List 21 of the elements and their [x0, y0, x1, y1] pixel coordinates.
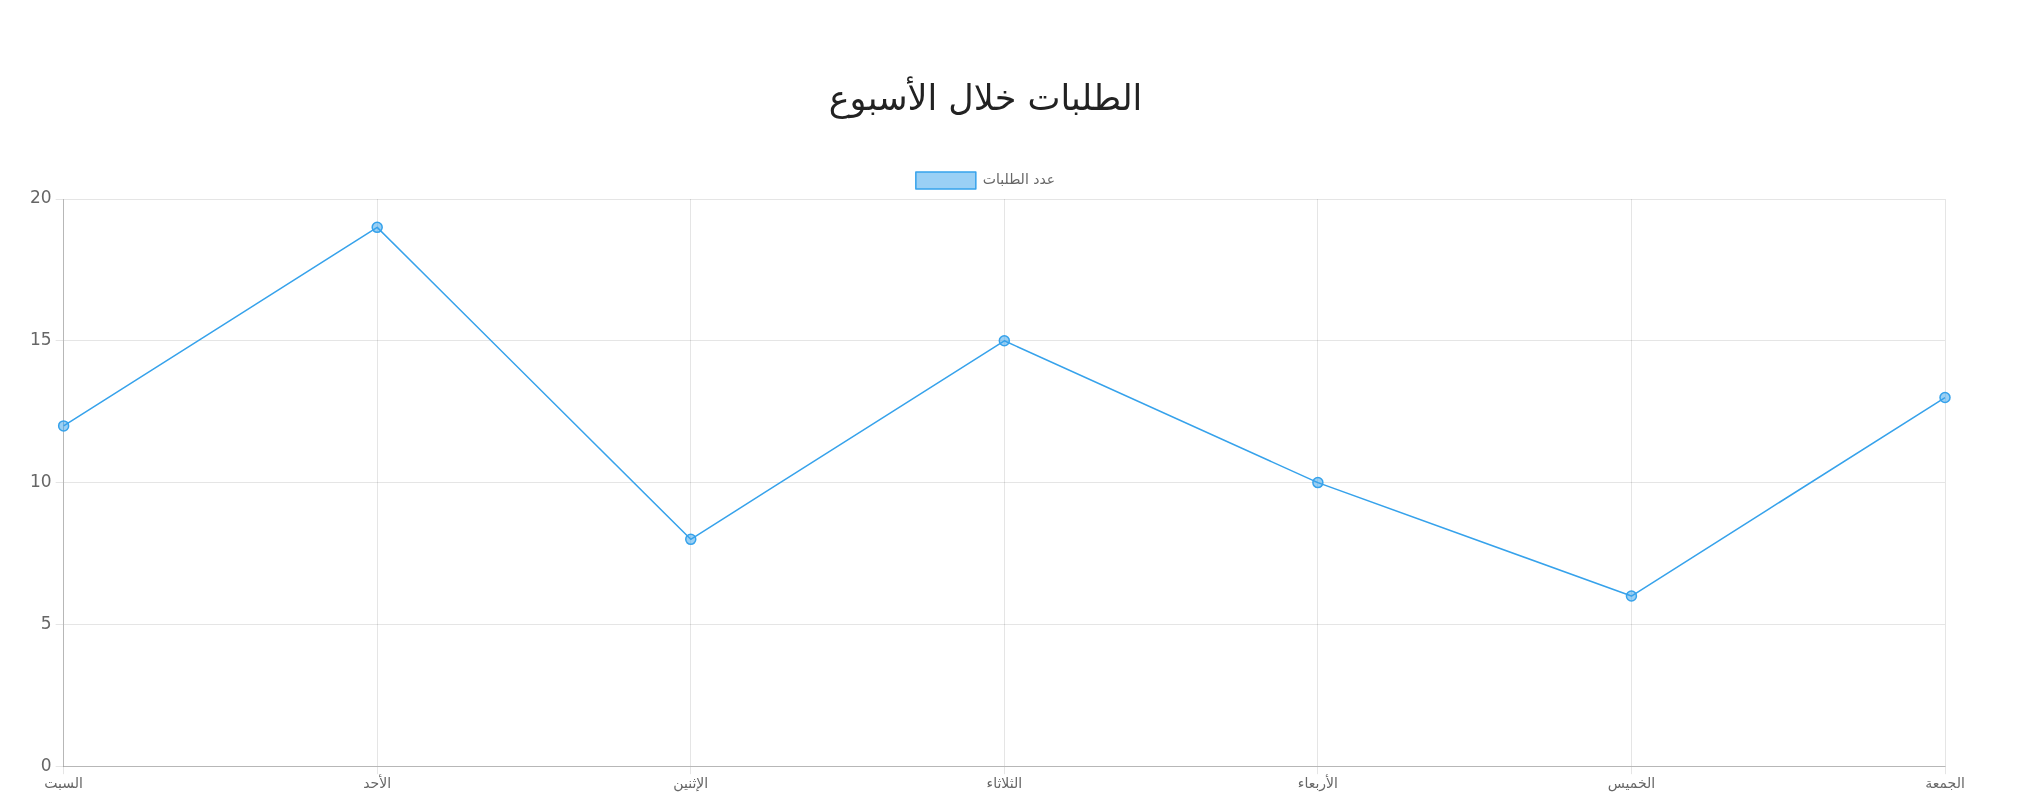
x-tick-label: الأربعاء: [1297, 774, 1338, 793]
y-tick-label: 15: [29, 329, 52, 350]
chart-title: الطلبات خلال الأسبوع: [828, 76, 1143, 120]
point: [1625, 590, 1638, 602]
x-tick-label: السبت: [44, 775, 83, 792]
point: [371, 221, 383, 234]
point: [57, 420, 70, 432]
legend-label: عدد الطلبات: [982, 171, 1056, 188]
point: [1312, 476, 1324, 489]
point: [1939, 391, 1951, 404]
x-tick-label: الجمعة: [1925, 775, 1965, 792]
point: [685, 533, 697, 546]
y-tick-label: 20: [29, 187, 52, 208]
x-tick-label: الإثنين: [673, 775, 709, 793]
x-tick-label: الخميس: [1607, 775, 1656, 793]
y-tick-label: 10: [29, 471, 52, 492]
x-tick-label: الأحد: [363, 774, 392, 792]
point: [998, 335, 1011, 347]
y-tick-label: 5: [40, 612, 52, 633]
y-tick-label: 0: [40, 754, 52, 775]
x-tick-label: الثلاثاء: [986, 775, 1023, 792]
